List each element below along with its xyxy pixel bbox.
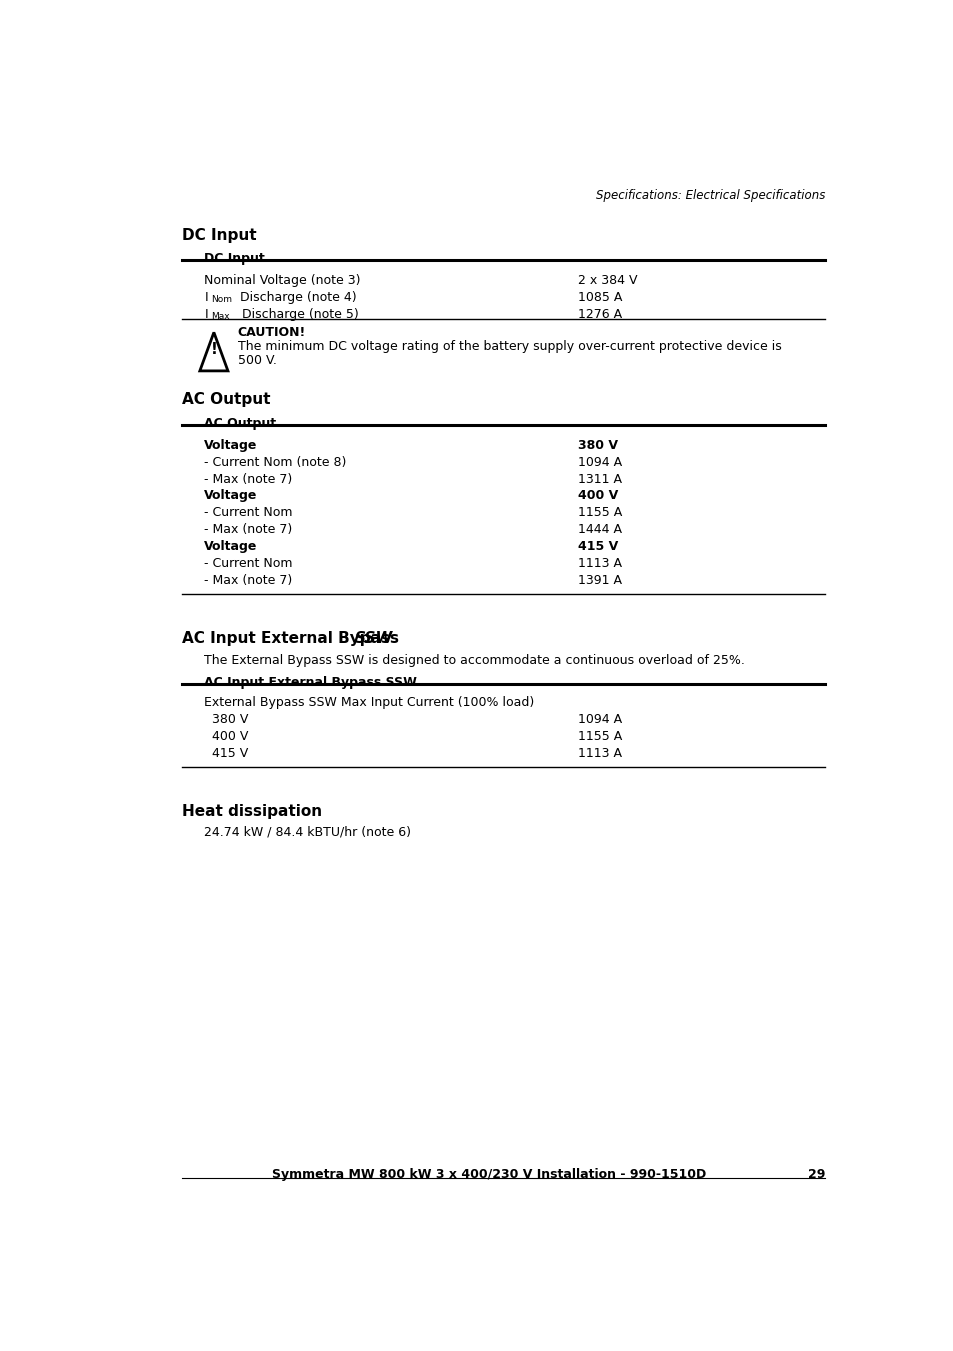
Text: 1094 A: 1094 A	[577, 455, 621, 469]
Text: DC Input: DC Input	[182, 228, 256, 243]
Text: Voltage: Voltage	[204, 439, 257, 451]
Text: Symmetra MW 800 kW 3 x 400/230 V Installation - 990-1510D: Symmetra MW 800 kW 3 x 400/230 V Install…	[272, 1167, 705, 1181]
Text: CAUTION!: CAUTION!	[237, 326, 306, 339]
Text: AC Input External Bypass: AC Input External Bypass	[182, 631, 404, 646]
Text: 1085 A: 1085 A	[577, 290, 621, 304]
Text: Max: Max	[211, 312, 230, 320]
Text: 400 V: 400 V	[212, 730, 248, 743]
Text: Nominal Voltage (note 3): Nominal Voltage (note 3)	[204, 274, 360, 286]
Text: Voltage: Voltage	[204, 489, 257, 503]
Text: - Current Nom: - Current Nom	[204, 507, 293, 519]
Text: 1094 A: 1094 A	[577, 713, 621, 725]
Text: 1311 A: 1311 A	[577, 473, 621, 485]
Text: - Current Nom (note 8): - Current Nom (note 8)	[204, 455, 346, 469]
Text: - Current Nom: - Current Nom	[204, 557, 293, 570]
Text: 1276 A: 1276 A	[577, 308, 621, 320]
Text: 2 x 384 V: 2 x 384 V	[577, 274, 637, 286]
Text: Specifications: Electrical Specifications: Specifications: Electrical Specification…	[596, 189, 824, 203]
Text: Nom: Nom	[211, 295, 233, 304]
Text: 1113 A: 1113 A	[577, 747, 621, 759]
Text: 1155 A: 1155 A	[577, 730, 621, 743]
Text: Heat dissipation: Heat dissipation	[182, 804, 322, 819]
Text: - Max (note 7): - Max (note 7)	[204, 574, 293, 588]
Text: Discharge (note 4): Discharge (note 4)	[239, 290, 356, 304]
Text: 29: 29	[807, 1167, 824, 1181]
Text: I: I	[204, 290, 208, 304]
Text: The minimum DC voltage rating of the battery supply over-current protective devi: The minimum DC voltage rating of the bat…	[237, 340, 781, 353]
Text: 415 V: 415 V	[577, 540, 618, 554]
Text: 380 V: 380 V	[577, 439, 617, 451]
Text: 1113 A: 1113 A	[577, 557, 621, 570]
Text: 400 V: 400 V	[577, 489, 618, 503]
Text: 24.74 kW / 84.4 kBTU/hr (note 6): 24.74 kW / 84.4 kBTU/hr (note 6)	[204, 825, 411, 838]
Text: - Max (note 7): - Max (note 7)	[204, 473, 293, 485]
Text: 380 V: 380 V	[212, 713, 248, 725]
Text: DC Input: DC Input	[204, 253, 265, 265]
Text: SSW: SSW	[354, 631, 393, 646]
Text: 1155 A: 1155 A	[577, 507, 621, 519]
Text: AC Output: AC Output	[204, 417, 276, 430]
Text: I: I	[204, 308, 208, 320]
Text: - Max (note 7): - Max (note 7)	[204, 523, 293, 536]
Text: AC Output: AC Output	[182, 392, 271, 408]
Text: 415 V: 415 V	[212, 747, 248, 759]
Text: The External Bypass SSW is designed to accommodate a continuous overload of 25%.: The External Bypass SSW is designed to a…	[204, 654, 744, 667]
Text: Discharge (note 5): Discharge (note 5)	[242, 308, 358, 320]
Text: Voltage: Voltage	[204, 540, 257, 554]
Text: 1444 A: 1444 A	[577, 523, 621, 536]
Text: 500 V.: 500 V.	[237, 354, 276, 367]
Text: 1391 A: 1391 A	[577, 574, 621, 588]
Text: !: !	[211, 342, 217, 357]
Text: External Bypass SSW Max Input Current (100% load): External Bypass SSW Max Input Current (1…	[204, 696, 534, 709]
Text: AC Input External Bypass SSW: AC Input External Bypass SSW	[204, 676, 416, 689]
